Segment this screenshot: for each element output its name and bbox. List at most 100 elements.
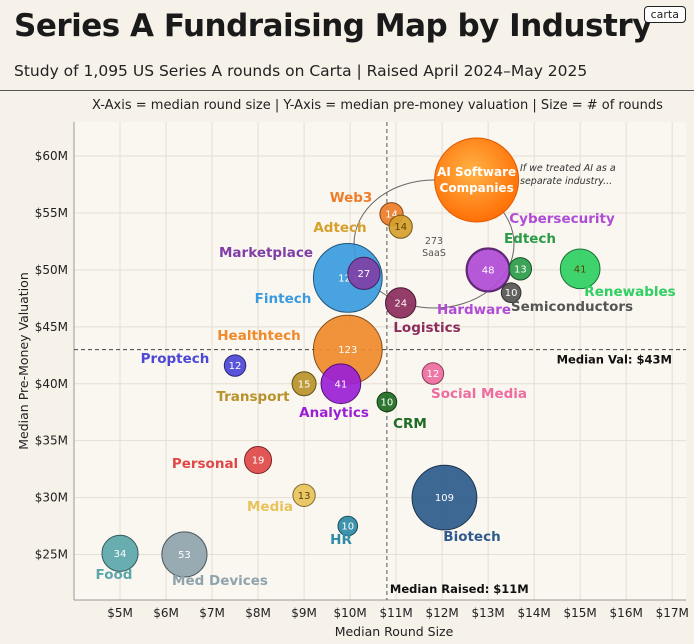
bubble-count-logistics: 24 <box>394 298 407 309</box>
ai-software-bubble <box>434 137 520 223</box>
label-web3: Web3 <box>330 190 373 206</box>
x-tick-label: $7M <box>199 606 225 620</box>
chart-title: Series A Fundraising Map by Industry <box>14 8 652 44</box>
y-axis-title: Median Pre-Money Valuation <box>16 272 31 449</box>
bubble-semiconductors <box>500 282 522 304</box>
label-med-devices: Med Devices <box>172 573 268 589</box>
bubble-count-healthtech: 123 <box>338 345 357 356</box>
x-tick-label: $15M <box>564 606 597 620</box>
bubble-count-hardware: 48 <box>482 265 495 276</box>
x-tick-label: $17M <box>656 606 689 620</box>
bubble-logistics <box>385 287 417 319</box>
label-analytics: Analytics <box>299 405 369 421</box>
bubble-count-marketplace: 27 <box>358 269 371 280</box>
bubble-biotech <box>411 464 478 531</box>
bubble-count-fintech: 123 <box>338 273 357 284</box>
label-semiconductors: Semiconductors <box>511 299 633 315</box>
label-edtech: Edtech <box>504 231 556 247</box>
bubble-food <box>101 534 139 572</box>
saas-count: 273 <box>425 236 443 247</box>
y-tick-label: $25M <box>35 547 68 561</box>
y-tick-label: $45M <box>35 320 68 334</box>
x-tick-label: $5M <box>107 606 133 620</box>
carta-logo: carta <box>643 6 686 23</box>
bubble-analytics <box>320 363 362 405</box>
bubble-count-proptech: 12 <box>229 361 242 372</box>
x-tick-label: $8M <box>245 606 271 620</box>
bubble-count-renewables: 41 <box>574 264 587 275</box>
chart-subtitle: Study of 1,095 US Series A rounds on Car… <box>14 62 588 80</box>
label-food: Food <box>96 567 133 583</box>
bubble-media <box>292 483 316 507</box>
header-divider <box>0 90 694 91</box>
label-marketplace: Marketplace <box>219 245 313 261</box>
x-tick-label: $9M <box>291 606 317 620</box>
label-fintech: Fintech <box>255 291 312 307</box>
label-logistics: Logistics <box>393 320 460 336</box>
y-tick-label: $30M <box>35 491 68 505</box>
bubble-adtech <box>388 214 413 239</box>
bubble-count-adtech: 14 <box>394 222 407 233</box>
label-crm: CRM <box>393 416 427 432</box>
bubble-proptech <box>223 354 247 377</box>
median-raised-label: Median Raised: $11M <box>390 582 529 596</box>
bubble-count-semiconductors: 10 <box>505 288 518 299</box>
x-tick-label: $13M <box>472 606 505 620</box>
label-renewables: Renewables <box>584 284 675 300</box>
y-tick-label: $60M <box>35 149 68 163</box>
ai-label-line1: AI Software <box>437 165 516 179</box>
bubble-count-analytics: 41 <box>335 379 348 390</box>
bubble-edtech <box>508 257 533 281</box>
label-social-media: Social Media <box>431 386 527 402</box>
bubble-personal <box>244 446 273 475</box>
reference-lines: Median Val: $43M Median Raised: $11M <box>74 122 686 600</box>
label-hr: HR <box>330 532 352 548</box>
bubble-count-hr: 10 <box>341 522 354 533</box>
industry-labels: Food Med Devices HR Media Personal Biotech CRM… <box>96 190 676 589</box>
x-tick-label: $10M <box>333 606 366 620</box>
y-tick-label: $40M <box>35 377 68 391</box>
x-tick-label: $11M <box>379 606 412 620</box>
bubble-med-devices <box>161 531 208 578</box>
ai-annotation-line1: If we treated AI as a <box>520 163 616 174</box>
x-tick-label: $12M <box>425 606 458 620</box>
bubble-count-med-devices: 53 <box>178 550 191 561</box>
bubbles: AI Software Companies If we treated AI as … <box>101 137 616 578</box>
bubble-renewables <box>559 248 601 290</box>
label-personal: Personal <box>172 456 238 472</box>
label-proptech: Proptech <box>141 351 210 367</box>
bubble-count-media: 13 <box>298 491 311 502</box>
x-tick-label: $14M <box>518 606 551 620</box>
bubble-crm <box>376 391 398 413</box>
x-axis-title: Median Round Size <box>335 624 454 639</box>
bubble-marketplace <box>347 256 381 290</box>
bubble-count-social-media: 12 <box>427 369 440 380</box>
label-hardware: Hardware <box>437 302 511 318</box>
median-val-label: Median Val: $43M <box>557 353 672 367</box>
bubble-count-edtech: 13 <box>514 264 527 275</box>
label-biotech: Biotech <box>443 529 500 545</box>
x-tick-label: $16M <box>610 606 643 620</box>
label-adtech: Adtech <box>313 220 366 236</box>
y-tick-label: $50M <box>35 263 68 277</box>
label-healthtech: Healthtech <box>217 328 300 344</box>
y-tick-label: $55M <box>35 206 68 220</box>
saas-label: SaaS <box>422 248 446 259</box>
y-tick-label: $35M <box>35 434 68 448</box>
bubble-count-transport: 15 <box>298 379 311 390</box>
bubble-hr <box>337 515 359 537</box>
ai-label-line2: Companies <box>440 181 514 195</box>
axis-note: X-Axis = median round size | Y-Axis = me… <box>92 98 663 113</box>
bubble-social-media <box>421 362 445 385</box>
bubble-count-personal: 19 <box>252 456 265 467</box>
bubble-count-web3: 14 <box>385 210 398 221</box>
axes: $5M $6M $7M $8M $9M $10M $11M $12M $13M $14M $15M $… <box>16 122 689 639</box>
x-tick-label: $6M <box>153 606 179 620</box>
bubble-count-biotech: 109 <box>435 493 454 504</box>
ai-annotation-line2: separate industry... <box>520 176 612 187</box>
label-transport: Transport <box>216 389 290 405</box>
bubble-count-food: 34 <box>114 549 127 560</box>
label-cybersecurity: Cybersecurity <box>509 211 615 227</box>
bubble-transport <box>291 371 317 397</box>
